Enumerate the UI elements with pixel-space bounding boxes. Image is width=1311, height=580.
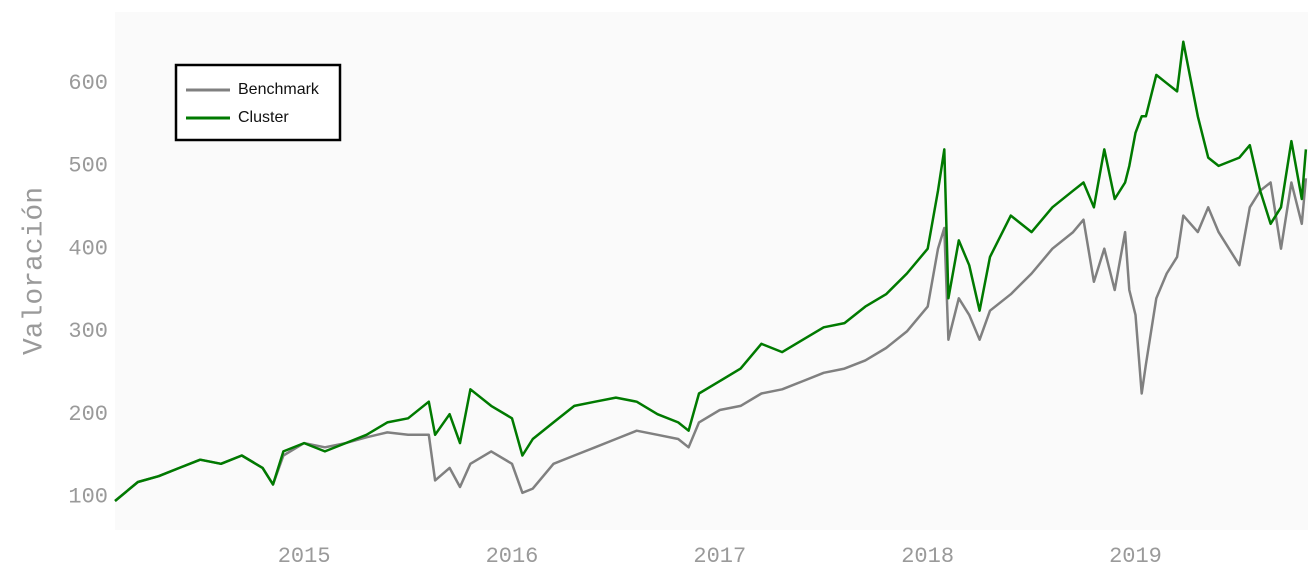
legend-box — [174, 63, 342, 142]
legend: Benchmark Cluster — [174, 63, 342, 142]
y-tick-label: 500 — [68, 154, 108, 179]
series-line — [114, 178, 1308, 502]
y-tick-label: 100 — [68, 485, 108, 510]
x-tick-label: 2017 — [693, 544, 746, 569]
y-tick-label: 400 — [68, 236, 108, 261]
y-tick-label: 200 — [68, 402, 108, 427]
x-tick-label: 2015 — [278, 544, 331, 569]
y-tick-label: 600 — [68, 71, 108, 96]
x-tick-label: 2019 — [1109, 544, 1162, 569]
y-tick-label: 300 — [68, 319, 108, 344]
legend-label: Cluster — [238, 109, 289, 126]
legend-label: Benchmark — [238, 81, 320, 98]
y-axis-label: Valoración — [19, 187, 50, 355]
x-tick-label: 2016 — [486, 544, 539, 569]
x-tick-label: 2018 — [901, 544, 954, 569]
series-line — [114, 40, 1308, 502]
